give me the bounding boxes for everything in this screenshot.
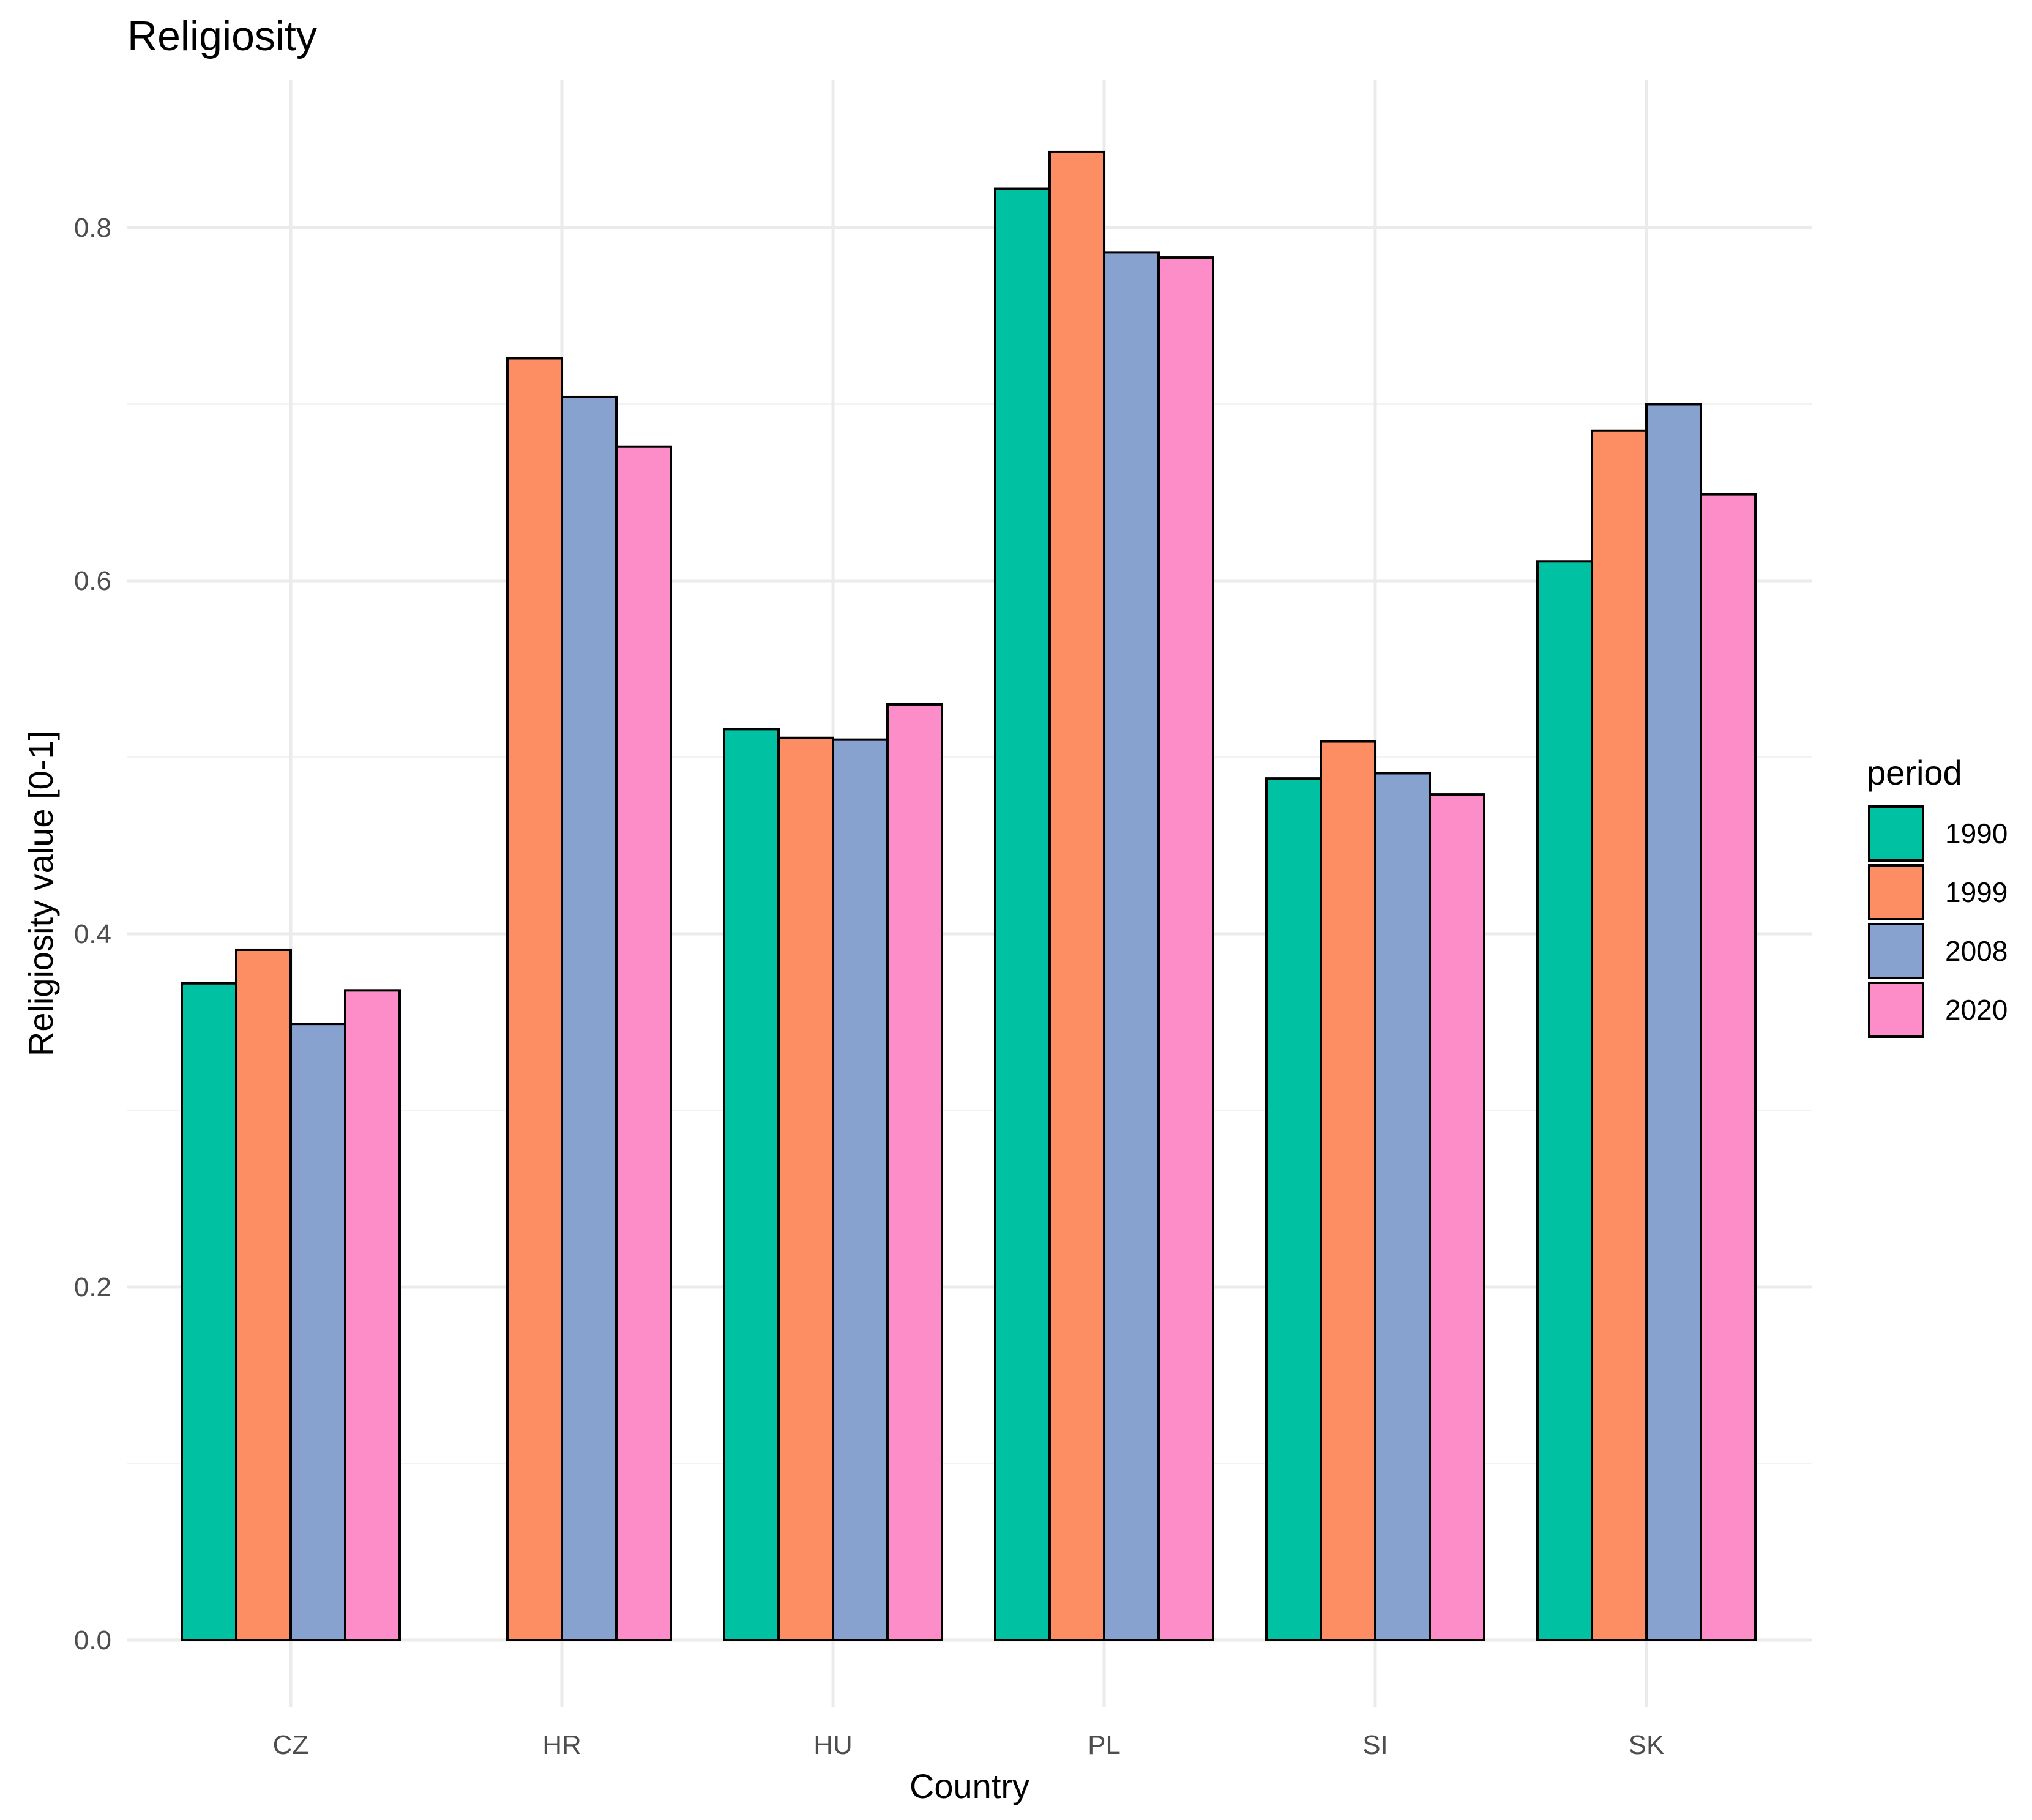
x-tick-label: HU — [813, 1730, 853, 1760]
legend-label-1990: 1990 — [1945, 818, 2008, 849]
y-tick-label: 0.4 — [74, 919, 111, 949]
bar-pl-2008 — [1103, 251, 1160, 1642]
x-tick-label: CZ — [273, 1730, 309, 1760]
y-axis-ticks: 0.0 0.2 0.4 0.6 0.8 — [74, 213, 111, 1655]
bar-cz-1990 — [181, 982, 237, 1641]
legend: period 1990 1999 2008 2020 — [1867, 753, 2008, 1038]
bar-hu-1999 — [777, 736, 834, 1641]
legend-key-1999 — [1868, 864, 1924, 920]
bar-hr-1999 — [506, 357, 563, 1641]
y-tick-label: 0.8 — [74, 213, 111, 243]
bar-si-2008 — [1374, 772, 1431, 1641]
y-tick-label: 0.0 — [74, 1625, 111, 1655]
legend-key-2008 — [1868, 923, 1924, 979]
legend-label-2008: 2008 — [1945, 935, 2008, 967]
bar-cz-2008 — [289, 1023, 346, 1641]
bar-pl-2020 — [1157, 256, 1214, 1642]
x-tick-label: HR — [542, 1730, 581, 1760]
bar-pl-1990 — [994, 187, 1051, 1641]
bar-sk-1990 — [1536, 560, 1593, 1641]
legend-label-1999: 1999 — [1945, 876, 2008, 908]
bar-hr-2008 — [561, 395, 618, 1642]
bar-si-1999 — [1320, 740, 1376, 1641]
y-tick-label: 0.6 — [74, 566, 111, 596]
bar-hu-1990 — [723, 728, 780, 1641]
y-axis-title: Religiosity value [0-1] — [21, 731, 60, 1056]
bar-cz-1999 — [235, 948, 292, 1641]
bar-sk-2020 — [1700, 493, 1757, 1641]
legend-key-1990 — [1868, 805, 1924, 862]
bar-hr-2020 — [615, 445, 672, 1641]
bar-si-2020 — [1429, 793, 1485, 1641]
bars — [181, 150, 1757, 1642]
bar-sk-2008 — [1645, 403, 1702, 1641]
chart-title: Religiosity — [127, 13, 317, 59]
x-axis-ticks: CZ HR HU PL SI SK — [273, 1730, 1665, 1760]
x-tick-label: SI — [1362, 1730, 1388, 1760]
bar-si-1990 — [1265, 777, 1322, 1641]
bar-hu-2020 — [886, 703, 943, 1641]
x-tick-label: PL — [1088, 1730, 1121, 1760]
bar-hu-2008 — [832, 738, 889, 1641]
x-axis-title: Country — [910, 1767, 1029, 1805]
legend-key-2020 — [1868, 982, 1924, 1038]
legend-label-2020: 2020 — [1945, 994, 2008, 1026]
x-tick-label: SK — [1629, 1730, 1665, 1760]
bar-pl-1999 — [1048, 150, 1105, 1641]
bar-cz-2020 — [344, 989, 401, 1641]
bar-sk-1999 — [1591, 429, 1648, 1641]
y-tick-label: 0.2 — [74, 1272, 111, 1302]
legend-title: period — [1867, 753, 1962, 792]
